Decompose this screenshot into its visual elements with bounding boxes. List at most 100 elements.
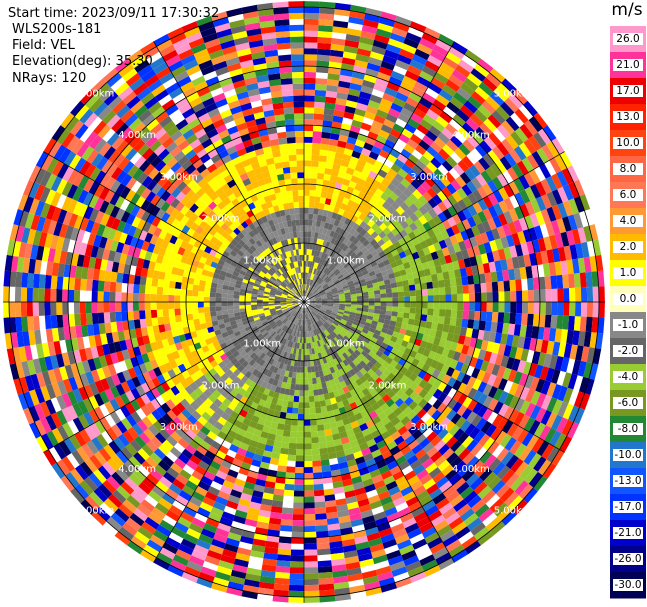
velocity-gate [122,499,137,513]
velocity-gate [146,539,163,553]
velocity-gate [279,330,285,337]
velocity-gate [138,249,147,260]
velocity-gate [422,348,431,358]
velocity-gate [390,201,400,211]
velocity-gate [141,210,151,222]
velocity-gate [482,262,491,274]
velocity-gate [221,459,232,470]
velocity-gate [336,247,343,255]
velocity-gate [232,483,244,493]
velocity-gate [477,264,485,275]
velocity-gate [539,425,552,441]
velocity-gate [153,227,163,238]
velocity-gate [197,290,205,297]
velocity-gate [539,302,546,315]
velocity-gate [304,331,306,338]
velocity-gate [484,321,492,332]
velocity-gate [551,449,565,466]
velocity-gate [419,240,428,250]
velocity-gate [156,286,164,295]
velocity-gate [328,529,341,537]
velocity-gate [317,286,323,291]
velocity-gate [140,199,151,211]
velocity-gate [496,225,506,239]
velocity-gate [500,101,515,117]
velocity-gate [383,435,394,446]
velocity-gate [382,538,397,549]
velocity-gate [329,421,338,429]
velocity-gate [351,445,362,454]
velocity-gate [322,337,328,345]
velocity-gate [361,387,370,396]
velocity-gate [380,342,389,350]
velocity-gate [435,552,452,565]
velocity-gate [315,283,320,289]
velocity-gate [63,264,71,278]
velocity-gate [450,440,462,453]
velocity-gate [433,287,440,296]
velocity-gate [515,313,522,325]
velocity-gate [325,254,331,262]
velocity-gate [396,380,405,389]
velocity-gate [442,395,453,406]
velocity-gate [566,165,579,182]
velocity-gate [383,407,394,417]
velocity-gate [457,382,467,394]
velocity-gate [506,234,515,247]
velocity-gate [256,378,264,387]
velocity-gate [180,255,189,264]
velocity-gate [328,348,334,355]
velocity-gate [431,369,441,379]
velocity-gate [368,270,376,277]
velocity-gate [278,336,284,343]
velocity-gate [292,311,298,317]
velocity-gate [78,175,90,190]
velocity-gate [116,272,124,283]
velocity-gate [288,395,295,402]
velocity-gate [483,454,497,468]
velocity-gate [315,353,320,360]
velocity-gate [246,426,256,435]
velocity-gate [222,548,237,559]
velocity-gate [239,308,246,313]
velocity-gate [319,447,328,455]
velocity-gate [203,371,213,380]
velocity-gate [442,485,457,498]
velocity-gate [227,253,235,261]
velocity-gate [252,311,259,316]
velocity-gate [571,359,581,376]
velocity-gate [217,416,227,426]
velocity-gate [286,304,293,307]
velocity-gate [292,401,299,409]
velocity-gate [380,293,387,298]
velocity-gate [402,517,417,529]
velocity-gate [244,431,254,440]
velocity-gate [226,268,234,275]
velocity-gate [288,584,304,592]
velocity-gate [403,102,417,113]
velocity-gate [322,357,328,364]
velocity-gate [304,549,318,556]
velocity-gate [86,440,99,455]
velocity-gate [274,305,281,309]
velocity-gate [276,290,283,294]
velocity-gate [320,325,325,332]
velocity-gate [194,324,202,331]
velocity-gate [312,383,318,390]
velocity-gate [368,443,379,453]
velocity-gate [75,266,83,279]
velocity-gate [253,283,260,288]
velocity-gate [423,327,431,336]
velocity-gate [304,71,316,79]
velocity-gate [333,575,349,584]
velocity-gate [444,237,453,247]
velocity-gate [541,395,552,410]
velocity-gate [365,392,374,401]
velocity-gate [147,369,157,380]
velocity-gate [451,369,461,380]
velocity-gate [275,429,284,436]
velocity-gate [407,231,417,240]
velocity-gate [252,288,259,293]
velocity-gate [460,230,470,241]
velocity-gate [103,312,111,323]
